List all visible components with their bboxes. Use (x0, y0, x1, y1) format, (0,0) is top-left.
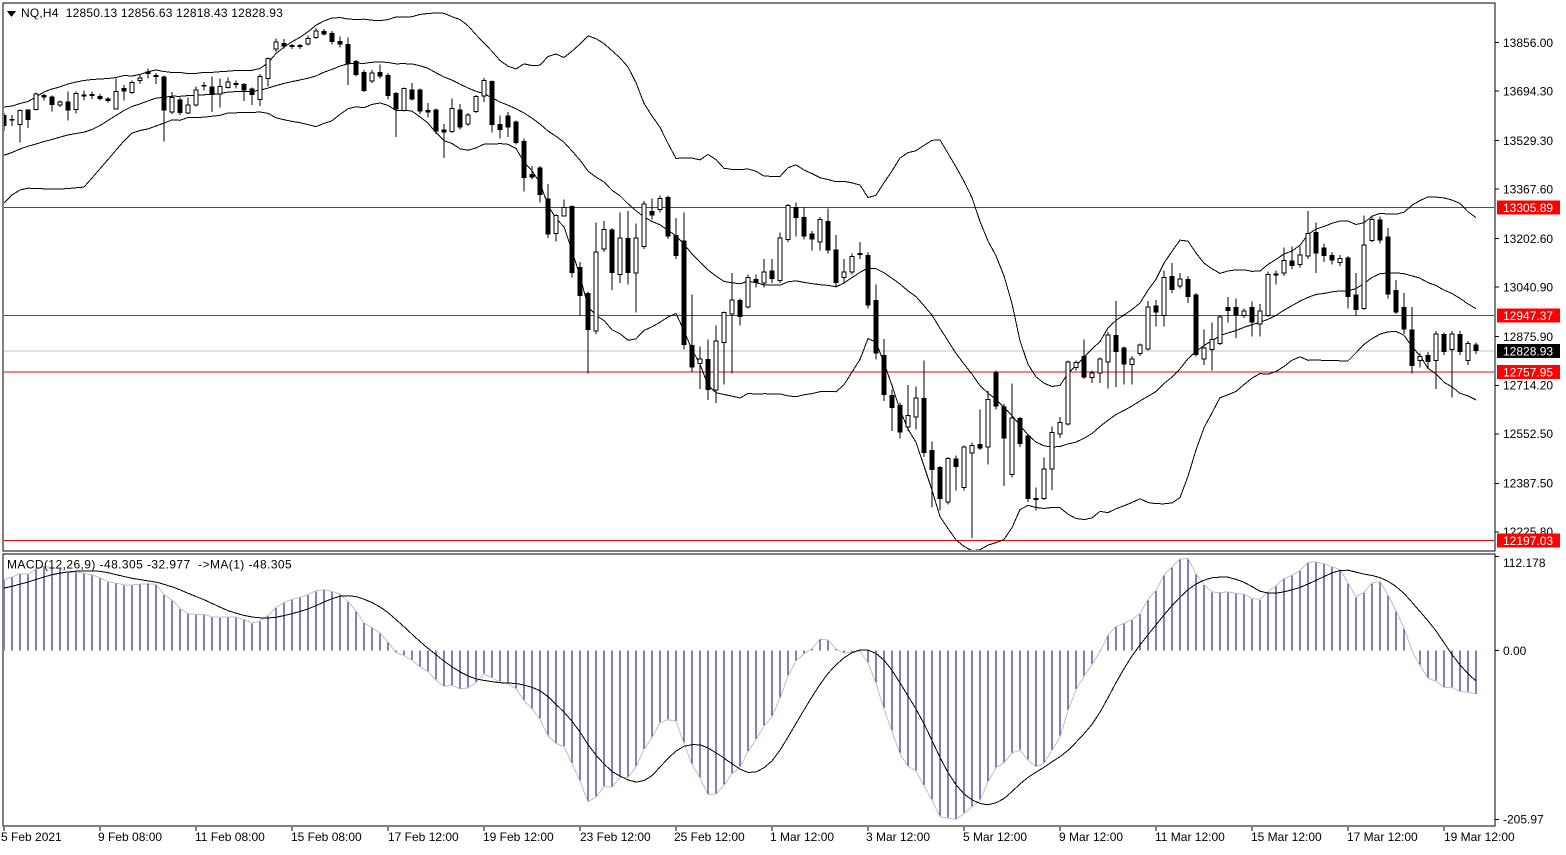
svg-text:17 Mar 12:00: 17 Mar 12:00 (1347, 830, 1418, 844)
svg-text:11 Mar 12:00: 11 Mar 12:00 (1155, 830, 1225, 844)
svg-text:112.178: 112.178 (1503, 556, 1546, 570)
svg-text:23 Feb 12:00: 23 Feb 12:00 (580, 830, 651, 844)
svg-text:12947.37: 12947.37 (1503, 309, 1553, 323)
svg-text:12757.95: 12757.95 (1503, 366, 1553, 380)
svg-text:0.00: 0.00 (1503, 644, 1527, 658)
svg-text:13305.89: 13305.89 (1503, 201, 1553, 215)
svg-text:12552.50: 12552.50 (1503, 427, 1553, 441)
svg-text:12714.20: 12714.20 (1503, 379, 1553, 393)
svg-text:9 Feb 08:00: 9 Feb 08:00 (98, 830, 162, 844)
svg-text:13856.00: 13856.00 (1503, 36, 1553, 50)
svg-text:12197.03: 12197.03 (1503, 534, 1553, 548)
svg-text:-205.97: -205.97 (1503, 813, 1544, 827)
svg-text:13367.60: 13367.60 (1503, 183, 1553, 197)
svg-text:12828.93: 12828.93 (1503, 344, 1553, 358)
svg-text:15 Mar 12:00: 15 Mar 12:00 (1251, 830, 1322, 844)
svg-text:12875.90: 12875.90 (1503, 330, 1553, 344)
svg-text:15 Feb 08:00: 15 Feb 08:00 (291, 830, 362, 844)
svg-text:MACD(12,26,9) -48.305 -32.977: MACD(12,26,9) -48.305 -32.977 ->MA(1) -4… (7, 558, 292, 572)
svg-text:13040.90: 13040.90 (1503, 281, 1553, 295)
svg-text:25 Feb 12:00: 25 Feb 12:00 (674, 830, 745, 844)
svg-text:17 Feb 12:00: 17 Feb 12:00 (388, 830, 459, 844)
svg-text:1 Mar 12:00: 1 Mar 12:00 (770, 830, 834, 844)
svg-text:13694.30: 13694.30 (1503, 85, 1553, 99)
svg-text:5 Feb 2021: 5 Feb 2021 (1, 830, 62, 844)
svg-text:13202.60: 13202.60 (1503, 232, 1553, 246)
svg-text:11 Feb 08:00: 11 Feb 08:00 (195, 830, 265, 844)
svg-text:13529.30: 13529.30 (1503, 134, 1553, 148)
svg-text:12387.50: 12387.50 (1503, 477, 1553, 491)
svg-text:19 Feb 12:00: 19 Feb 12:00 (483, 830, 554, 844)
svg-text:5 Mar 12:00: 5 Mar 12:00 (963, 830, 1027, 844)
svg-text:19 Mar 12:00: 19 Mar 12:00 (1444, 830, 1515, 844)
svg-text:9 Mar 12:00: 9 Mar 12:00 (1059, 830, 1123, 844)
svg-text:NQ,H4 12850.13 12856.63 12818: NQ,H4 12850.13 12856.63 12818.43 12828.9… (21, 6, 283, 20)
svg-text:3 Mar 12:00: 3 Mar 12:00 (866, 830, 930, 844)
